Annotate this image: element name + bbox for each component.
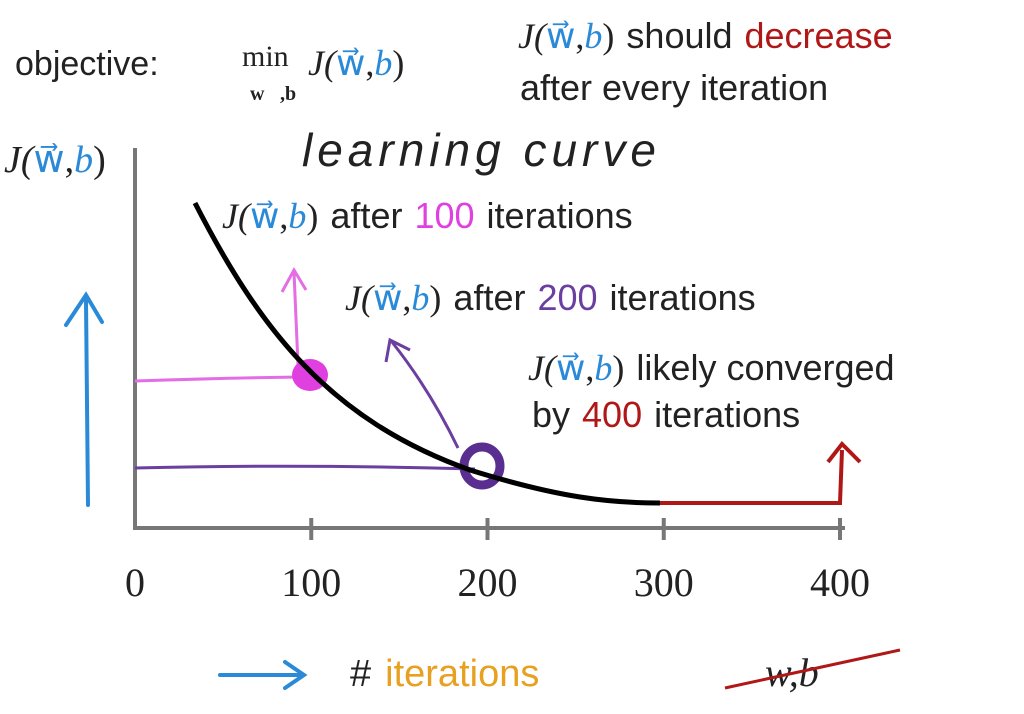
callout-suffix: iterations	[610, 277, 756, 318]
x-axis-hash: #	[350, 653, 371, 695]
x-tick-label: 300	[634, 560, 694, 605]
cost-b: b	[411, 278, 429, 318]
cost-w: w⃗	[34, 139, 65, 181]
callout-line2-prefix: by	[532, 394, 570, 435]
note-should: should	[626, 15, 732, 56]
up-arrow	[64, 291, 104, 507]
x-tick-label: 200	[458, 560, 518, 605]
cost-J: J(	[308, 43, 338, 83]
cost-close: )	[306, 196, 318, 236]
note-line2: after every iteration	[520, 67, 828, 108]
note-decrease: decrease	[745, 15, 893, 56]
right-arrow	[218, 660, 308, 690]
learning-curve	[192, 201, 661, 506]
min-subscript: w⃗,b	[250, 83, 296, 105]
callout-prefix: after	[330, 195, 402, 236]
level-200	[134, 464, 476, 471]
cost-b: b	[74, 139, 93, 181]
y-axis-label: J(w⃗,b)	[4, 139, 106, 181]
min: min	[242, 40, 289, 73]
cost-sep: ,	[575, 16, 584, 56]
cost-w: w⃗	[556, 348, 585, 388]
callout-suffix: iterations	[654, 394, 800, 435]
strike	[724, 648, 901, 690]
callout-prefix: after	[453, 277, 525, 318]
callout-line2: by 400 iterations	[532, 394, 800, 435]
callout: J(w⃗,b) after 100 iterations	[222, 195, 633, 236]
cost-sep: ,	[585, 348, 594, 388]
callout: J(w⃗,b) after 200 iterations	[345, 277, 756, 318]
cost-close: )	[392, 43, 404, 83]
arrow-100	[280, 266, 308, 366]
cost-J: J(	[345, 278, 375, 318]
cost-b: b	[374, 43, 392, 83]
x-tick-label: 400	[810, 560, 870, 605]
x-axis-text: iterations	[385, 653, 539, 695]
note-line1: J(w⃗,b) should decrease	[518, 15, 893, 56]
callout-prefix: likely converged	[636, 347, 894, 388]
cost-w: w⃗	[373, 278, 402, 318]
cost-sep: ,	[65, 139, 75, 181]
x-axis-label: # iterations	[350, 653, 539, 695]
callout-number: 100	[414, 195, 474, 236]
cost-w: w⃗	[546, 16, 575, 56]
cost-close: )	[93, 139, 106, 181]
cost-close: )	[602, 16, 614, 56]
cost-b: b	[594, 348, 612, 388]
cost-close: )	[612, 348, 624, 388]
cost-J: J(	[4, 139, 36, 181]
cost-b: b	[288, 196, 306, 236]
objective-label: objective:	[15, 45, 159, 83]
cost-J: J(	[528, 348, 558, 388]
cost-sep: ,	[365, 43, 374, 83]
callout-suffix: iterations	[487, 195, 633, 236]
cost-sep: ,	[402, 278, 411, 318]
callout: J(w⃗,b) likely converged	[528, 347, 895, 388]
x-tick-label: 0	[125, 560, 145, 605]
cost-close: )	[429, 278, 441, 318]
cost-J: J(	[222, 196, 252, 236]
converged-line	[660, 440, 862, 505]
objective-cost: J(w⃗,b)	[308, 43, 404, 83]
cost-b: b	[584, 16, 602, 56]
arrow-200	[384, 337, 460, 449]
cost-sep: ,	[279, 196, 288, 236]
callout-number: 400	[582, 394, 642, 435]
cost-w: w⃗	[336, 43, 365, 83]
annotation-title: learning curve	[302, 124, 661, 176]
level-100	[134, 375, 301, 383]
cost-J: J(	[518, 16, 548, 56]
callout-number: 200	[537, 277, 597, 318]
cost-w: w⃗	[250, 196, 279, 236]
x-tick-label: 100	[281, 560, 341, 605]
